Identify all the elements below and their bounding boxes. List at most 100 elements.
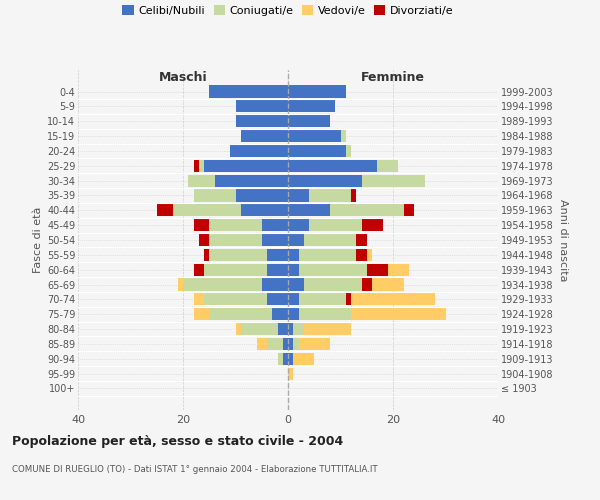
Bar [288,234,304,246]
Bar [356,234,361,246]
Bar [209,249,267,261]
Bar [262,219,288,231]
Bar [288,368,293,380]
Bar [204,249,209,261]
Bar [193,160,199,172]
Bar [199,234,209,246]
Bar [235,100,288,112]
Bar [304,234,356,246]
Bar [361,219,383,231]
Bar [309,219,361,231]
Bar [288,323,293,335]
Bar [299,249,356,261]
Bar [346,145,351,157]
Bar [272,308,288,320]
Bar [193,264,204,276]
Bar [183,278,262,290]
Bar [288,115,330,128]
Bar [288,130,341,142]
Bar [304,323,351,335]
Bar [356,234,367,246]
Bar [351,190,356,202]
Bar [361,278,404,290]
Bar [288,86,346,98]
Bar [288,308,299,320]
Bar [377,160,398,172]
Bar [257,338,267,350]
Bar [277,323,288,335]
Legend: Celibi/Nubili, Coniugati/e, Vedovi/e, Divorziati/e: Celibi/Nubili, Coniugati/e, Vedovi/e, Di… [118,1,458,20]
Bar [299,338,330,350]
Bar [304,278,361,290]
Bar [267,249,288,261]
Bar [267,294,288,306]
Bar [267,338,283,350]
Text: COMUNE DI RUEGLIO (TO) - Dati ISTAT 1° gennaio 2004 - Elaborazione TUTTITALIA.IT: COMUNE DI RUEGLIO (TO) - Dati ISTAT 1° g… [12,465,377,474]
Bar [367,264,409,276]
Bar [361,278,372,290]
Y-axis label: Anni di nascita: Anni di nascita [557,198,568,281]
Bar [199,160,204,172]
Bar [356,249,372,261]
Bar [193,308,209,320]
Bar [193,294,204,306]
Text: Popolazione per età, sesso e stato civile - 2004: Popolazione per età, sesso e stato civil… [12,435,343,448]
Text: Femmine: Femmine [361,71,425,84]
Bar [209,86,288,98]
Bar [346,294,351,306]
Bar [299,264,367,276]
Bar [346,294,435,306]
Bar [288,145,346,157]
Bar [204,160,288,172]
Bar [351,190,356,202]
Bar [367,264,388,276]
Bar [361,219,367,231]
Bar [293,352,314,365]
Bar [288,204,330,216]
Bar [204,294,267,306]
Bar [277,352,283,365]
Bar [293,338,299,350]
Bar [157,204,173,216]
Bar [204,264,267,276]
Bar [230,145,288,157]
Bar [283,338,288,350]
Text: Maschi: Maschi [158,71,208,84]
Bar [288,174,361,186]
Bar [188,174,215,186]
Bar [361,174,425,186]
Bar [288,278,304,290]
Bar [288,249,299,261]
Y-axis label: Fasce di età: Fasce di età [32,207,43,273]
Bar [404,204,414,216]
Bar [288,219,309,231]
Bar [288,352,293,365]
Bar [293,323,304,335]
Bar [288,190,309,202]
Bar [351,308,445,320]
Bar [209,234,262,246]
Bar [209,219,262,231]
Bar [288,100,335,112]
Bar [356,249,367,261]
Bar [178,278,183,290]
Bar [193,219,209,231]
Bar [173,204,241,216]
Bar [288,338,293,350]
Bar [288,264,299,276]
Bar [299,294,346,306]
Bar [262,234,288,246]
Bar [341,130,346,142]
Bar [215,174,288,186]
Bar [330,204,404,216]
Bar [241,204,288,216]
Bar [241,323,277,335]
Bar [267,264,288,276]
Bar [235,323,241,335]
Bar [309,190,351,202]
Bar [193,190,235,202]
Bar [283,352,288,365]
Bar [235,190,288,202]
Bar [288,294,299,306]
Bar [262,278,288,290]
